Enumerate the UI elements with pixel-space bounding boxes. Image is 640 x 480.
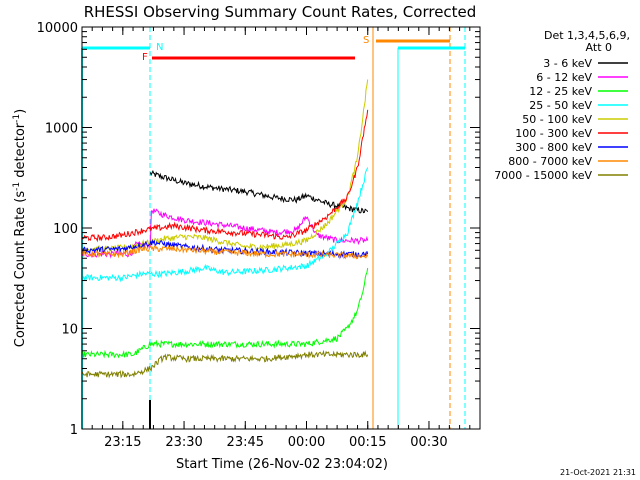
x-tick-label-1: 23:30 [165, 435, 202, 450]
flag-label-s: S [363, 35, 369, 46]
series-line-1 [81, 208, 369, 259]
legend-label-0: 3 - 6 keV [543, 57, 592, 70]
legend-label-4: 50 - 100 keV [522, 113, 592, 126]
flag-label-n: N [156, 42, 163, 53]
plot-area: NF S [81, 27, 466, 429]
series-line-0 [149, 169, 369, 214]
y-tick-label-0: 1 [70, 423, 78, 438]
y-tick-label-4: 10000 [37, 21, 78, 36]
legend-label-6: 300 - 800 keV [515, 141, 592, 154]
y-tick-label-2: 100 [53, 222, 78, 237]
series-line-2 [81, 267, 369, 359]
series-line-8 [81, 349, 369, 379]
series-line-6 [81, 239, 369, 259]
x-axis-label: Start Time (26-Nov-02 23:04:02) [176, 457, 388, 472]
x-axis-ticks: 23:15 23:30 23:45 00:00 00:15 00:30 [91, 27, 471, 450]
legend-label-3: 25 - 50 keV [529, 99, 592, 112]
flag-label-f: F [142, 52, 148, 63]
y-tick-label-1: 10 [61, 323, 78, 338]
x-tick-label-0: 23:15 [104, 435, 141, 450]
series-line-5 [81, 109, 369, 243]
plot-frame [81, 26, 481, 430]
series-line-3 [81, 167, 369, 283]
legend-label-7: 800 - 7000 keV [508, 155, 592, 168]
y-axis-label: Corrected Count Rate (s-1 detector-1) [12, 109, 28, 347]
legend-header-line2: Att 0 [586, 41, 612, 54]
y-axis-ticks: 1 10 100 1000 10000 [37, 21, 480, 438]
x-tick-label-5: 00:30 [410, 435, 447, 450]
legend-header-line1: Det 1,3,4,5,6,9, [544, 29, 630, 42]
x-tick-label-4: 00:15 [349, 435, 386, 450]
x-tick-label-2: 23:45 [227, 435, 264, 450]
chart-title: RHESSI Observing Summary Count Rates, Co… [84, 3, 477, 21]
series-line-7 [81, 244, 369, 260]
timestamp: 21-Oct-2021 21:31 [560, 468, 636, 477]
x-tick-label-3: 00:00 [288, 435, 325, 450]
y-tick-label-3: 1000 [45, 122, 78, 137]
legend-label-1: 6 - 12 keV [536, 71, 592, 84]
legend-label-5: 100 - 300 keV [515, 127, 592, 140]
legend-label-2: 12 - 25 keV [529, 85, 592, 98]
legend-label-8: 7000 - 15000 keV [494, 169, 592, 182]
